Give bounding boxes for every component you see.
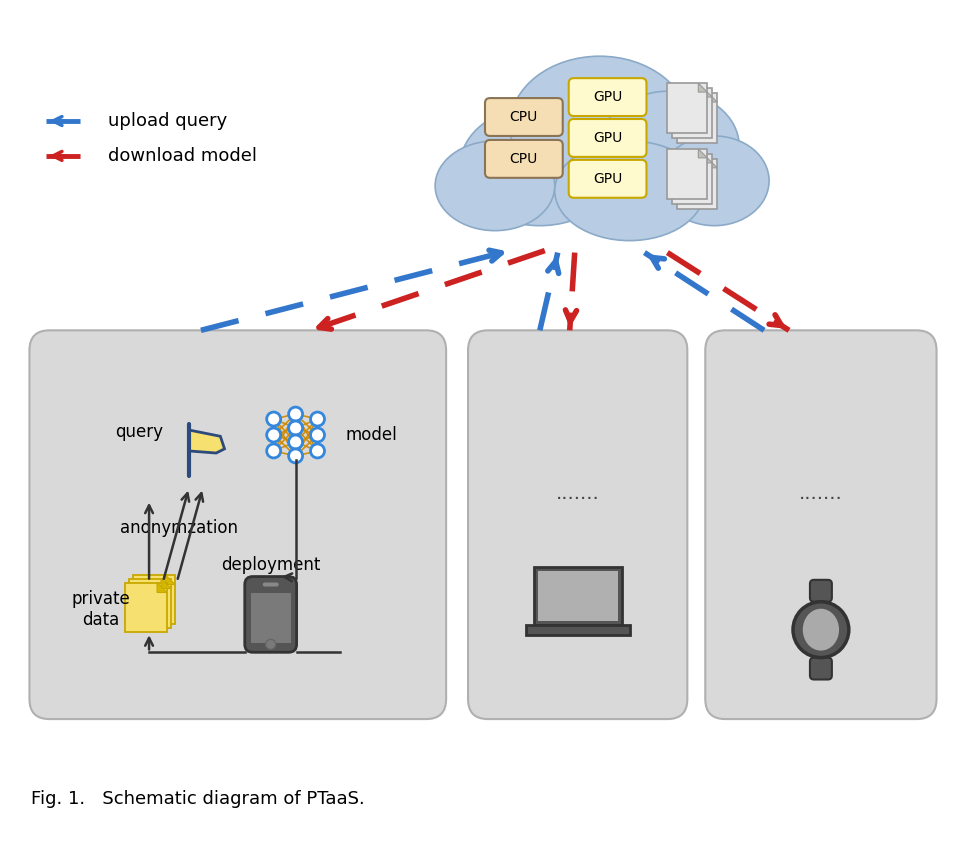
FancyBboxPatch shape <box>525 624 629 635</box>
Circle shape <box>267 444 281 458</box>
FancyBboxPatch shape <box>667 83 708 133</box>
FancyBboxPatch shape <box>485 140 563 178</box>
Text: download model: download model <box>108 147 257 165</box>
FancyBboxPatch shape <box>125 583 167 632</box>
Ellipse shape <box>554 141 705 241</box>
Circle shape <box>310 444 325 458</box>
Polygon shape <box>161 578 171 589</box>
Polygon shape <box>698 83 708 92</box>
FancyBboxPatch shape <box>569 160 647 197</box>
FancyBboxPatch shape <box>538 571 618 621</box>
Circle shape <box>266 639 276 650</box>
FancyBboxPatch shape <box>667 149 708 199</box>
Text: deployment: deployment <box>221 556 320 573</box>
FancyBboxPatch shape <box>810 580 832 602</box>
Polygon shape <box>704 88 712 97</box>
Ellipse shape <box>510 56 689 196</box>
Polygon shape <box>189 430 225 453</box>
Circle shape <box>267 412 281 426</box>
Polygon shape <box>709 158 717 168</box>
Text: anonymzation: anonymzation <box>120 519 238 537</box>
Circle shape <box>288 449 303 463</box>
Circle shape <box>793 602 849 657</box>
Circle shape <box>288 435 303 449</box>
Polygon shape <box>698 149 708 158</box>
FancyBboxPatch shape <box>129 578 171 629</box>
Ellipse shape <box>803 609 839 650</box>
FancyBboxPatch shape <box>485 98 563 136</box>
FancyBboxPatch shape <box>678 158 717 209</box>
FancyBboxPatch shape <box>706 330 937 719</box>
Text: query: query <box>115 423 163 441</box>
Text: Fig. 1.   Schematic diagram of PTaaS.: Fig. 1. Schematic diagram of PTaaS. <box>32 790 365 808</box>
Text: .......: ....... <box>799 484 843 503</box>
FancyBboxPatch shape <box>810 657 832 680</box>
Text: .......: ....... <box>556 484 600 503</box>
Text: GPU: GPU <box>593 171 622 186</box>
Polygon shape <box>709 93 717 102</box>
Polygon shape <box>704 154 712 163</box>
FancyBboxPatch shape <box>133 574 175 624</box>
Circle shape <box>267 428 281 442</box>
Text: model: model <box>345 426 397 444</box>
Circle shape <box>310 412 325 426</box>
FancyBboxPatch shape <box>672 88 712 138</box>
FancyBboxPatch shape <box>534 567 622 624</box>
Polygon shape <box>165 574 175 585</box>
FancyBboxPatch shape <box>678 93 717 143</box>
Ellipse shape <box>600 91 739 201</box>
Ellipse shape <box>435 141 554 230</box>
FancyBboxPatch shape <box>672 154 712 204</box>
Ellipse shape <box>659 136 769 226</box>
FancyBboxPatch shape <box>469 330 687 719</box>
Text: private
data: private data <box>72 590 130 629</box>
FancyBboxPatch shape <box>569 119 647 157</box>
Text: GPU: GPU <box>593 131 622 145</box>
Text: upload query: upload query <box>108 112 228 130</box>
FancyBboxPatch shape <box>245 577 297 652</box>
Text: CPU: CPU <box>510 110 538 124</box>
Circle shape <box>310 428 325 442</box>
Text: GPU: GPU <box>593 90 622 104</box>
FancyBboxPatch shape <box>251 593 290 643</box>
Circle shape <box>288 421 303 435</box>
Polygon shape <box>157 583 167 592</box>
Ellipse shape <box>460 106 620 226</box>
Circle shape <box>288 407 303 421</box>
FancyBboxPatch shape <box>263 583 279 586</box>
FancyBboxPatch shape <box>569 78 647 116</box>
FancyBboxPatch shape <box>30 330 446 719</box>
Text: CPU: CPU <box>510 152 538 166</box>
